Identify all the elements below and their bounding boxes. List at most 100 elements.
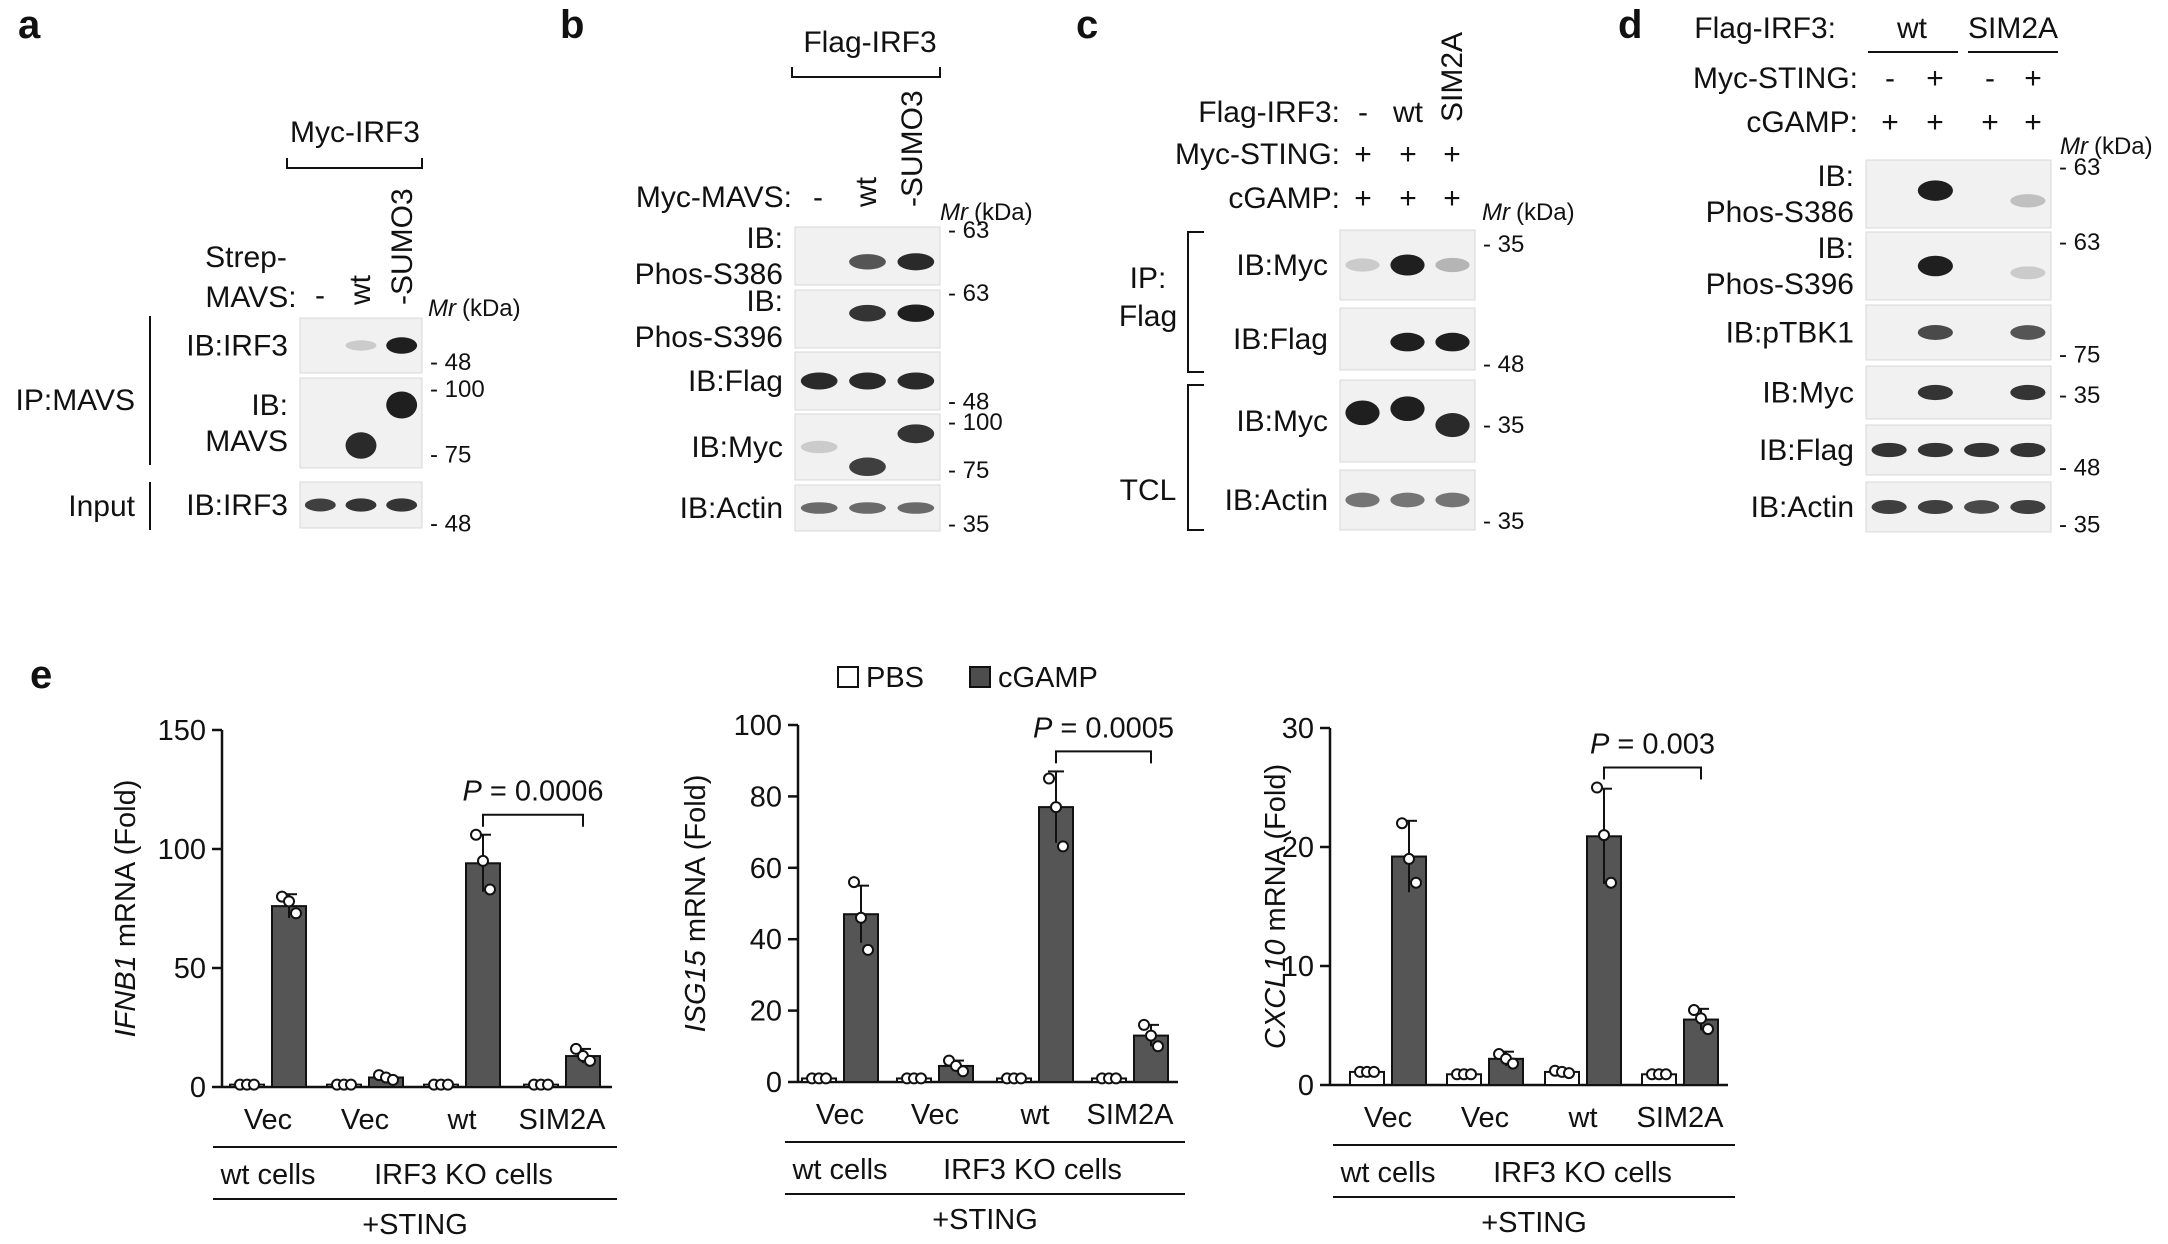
y-axis-label: ISG15 mRNA (Fold): [680, 775, 712, 1033]
d-band: [2010, 194, 2046, 208]
data-point: [248, 1078, 260, 1091]
y-tick-label: 40: [750, 924, 782, 956]
b-row-label: IB:Myc: [691, 431, 783, 464]
b-mw-marker: - 75: [948, 457, 989, 484]
panel-d-letter: d: [1618, 3, 1642, 47]
d-row-label: IB:: [1817, 160, 1854, 193]
panel-d-condition-value: -: [1985, 62, 1995, 95]
d-blot-row: IB:Phos-S396 - 63: [1706, 229, 2101, 301]
c-band: [1390, 332, 1425, 352]
data-point: [1465, 1068, 1477, 1081]
y-tick-label: 100: [158, 834, 206, 866]
a-mw-marker: - 48: [430, 349, 471, 376]
x-tick-label: SIM2A: [1086, 1099, 1174, 1131]
panel-a-strep-label-1: Strep-: [205, 241, 287, 274]
x-tick-label: Vec: [911, 1099, 959, 1131]
d-blot-row: IB:pTBK1 - 75: [1726, 304, 2100, 369]
d-row-label: IB:pTBK1: [1726, 317, 1854, 350]
panel-c-letter: c: [1076, 3, 1098, 47]
c-blot-row: IB:Myc - 35: [1236, 229, 1524, 301]
b-band: [800, 502, 838, 514]
data-point: [1043, 772, 1055, 785]
data-point: [283, 895, 295, 908]
d-mw-marker: - 35: [2059, 512, 2100, 539]
data-point: [1507, 1057, 1519, 1070]
panel-d-condition-value: -: [1885, 62, 1895, 95]
panel-d-mr-label: Mr (kDa): [2060, 133, 2153, 160]
b-band: [897, 424, 935, 444]
c-band: [1345, 258, 1380, 272]
d-blot-strip: [1865, 231, 2052, 301]
a-band: [345, 432, 377, 459]
chart-ifnb1: 0 50 100 150 IFNB1 mRNA (Fold) Vec Vec wt SIM2A w…: [110, 715, 617, 1241]
panel-d-condition-value: +: [2024, 106, 2042, 139]
panel-b: b Flag-IRF3 Myc-MAVS: - wt -SUMO3 Mr (kDa) …: [560, 3, 1033, 538]
panel-a: a Myc-IRF3 Strep- MAVS: - wt -SUMO3 Mr (kDa…: [16, 3, 521, 537]
b-band: [849, 304, 886, 322]
p-value-label: P = 0.0006: [462, 776, 603, 808]
footer-label: +STING: [362, 1209, 468, 1241]
c-band: [1435, 332, 1470, 352]
d-row-label: Phos-S396: [1706, 268, 1854, 301]
panel-c-tcl-bracket: [1187, 384, 1204, 531]
y-axis-label: IFNB1 mRNA (Fold): [110, 780, 142, 1038]
data-point: [290, 907, 302, 920]
b-band: [800, 440, 838, 454]
a-mw-marker: - 75: [430, 442, 471, 469]
b-row-label: Phos-S386: [635, 258, 783, 291]
panel-d-condition-value: +: [1926, 106, 1944, 139]
panel-a-group-bracket: [286, 158, 423, 169]
b-band: [897, 253, 935, 271]
chart-cxcl10: 0 10 20 30 CXCL10 mRNA (Fold) Vec Vec wt SIM2A wt…: [1260, 713, 1735, 1239]
c-row-label: IB:Myc: [1236, 405, 1328, 438]
data-point: [477, 854, 489, 867]
significance-bracket: [1055, 750, 1152, 764]
d-row-label: IB:Myc: [1762, 377, 1854, 410]
c-blot-row: IB:Flag - 48: [1233, 307, 1524, 378]
legend-swatch-cgamp: [969, 666, 991, 688]
a-blot-row: IB:IRF3 - 48: [186, 317, 471, 376]
y-tick-label: 0: [1298, 1070, 1314, 1102]
a-blot-row: IB:IRF3 - 48: [186, 481, 471, 537]
panel-d-group-label: Flag-IRF3:: [1694, 12, 1836, 45]
c-band: [1435, 492, 1470, 508]
panel-c-tcl-label: TCL: [1120, 474, 1177, 507]
panel-b-group-label: Flag-IRF3: [803, 26, 936, 59]
data-point: [915, 1072, 927, 1085]
b-mw-marker: - 63: [948, 217, 989, 244]
a-row-label: MAVS: [205, 425, 288, 458]
chart-isg15: 0 20 40 60 80 100 ISG15 mRNA (Fold) Vec Vec wt SIM…: [680, 710, 1185, 1236]
y-tick-label: 100: [734, 710, 782, 742]
d-mw-marker: - 63: [2059, 154, 2100, 181]
a-band: [304, 498, 336, 512]
d-band: [1917, 324, 1953, 341]
bar-cgamp: [1038, 806, 1074, 1083]
group-label: wt cells: [219, 1159, 315, 1191]
d-mw-marker: - 63: [2059, 229, 2100, 256]
data-point: [1138, 1018, 1150, 1031]
panel-d-condition-value: +: [2024, 62, 2042, 95]
d-band: [2010, 325, 2046, 340]
y-tick-label: 20: [1282, 832, 1314, 864]
p-value-label: P = 0.003: [1590, 729, 1715, 761]
legend: PBS cGAMP: [837, 662, 1098, 694]
a-blot-row: IB:MAVS - 100 - 75: [205, 376, 485, 469]
panel-b-condition-label: Myc-MAVS:: [636, 181, 792, 214]
c-mw-marker: - 35: [1483, 508, 1524, 535]
significance-bracket: [482, 813, 584, 827]
d-row-label: IB:: [1817, 232, 1854, 265]
y-tick-label: 80: [750, 781, 782, 813]
d-band: [2010, 500, 2046, 514]
x-tick-label: Vec: [244, 1104, 292, 1136]
panel-c-condition-value: +: [1354, 182, 1372, 215]
panel-c: c Flag-IRF3: - wt SIM2A Myc-STING: + + + cGAMP: +…: [1076, 3, 1575, 535]
c-band: [1390, 254, 1425, 276]
d-band: [1917, 500, 1953, 514]
panel-e-letter: e: [30, 653, 52, 697]
b-band: [897, 372, 935, 390]
data-point: [470, 828, 482, 841]
c-band: [1390, 396, 1425, 422]
d-band: [1917, 384, 1953, 401]
